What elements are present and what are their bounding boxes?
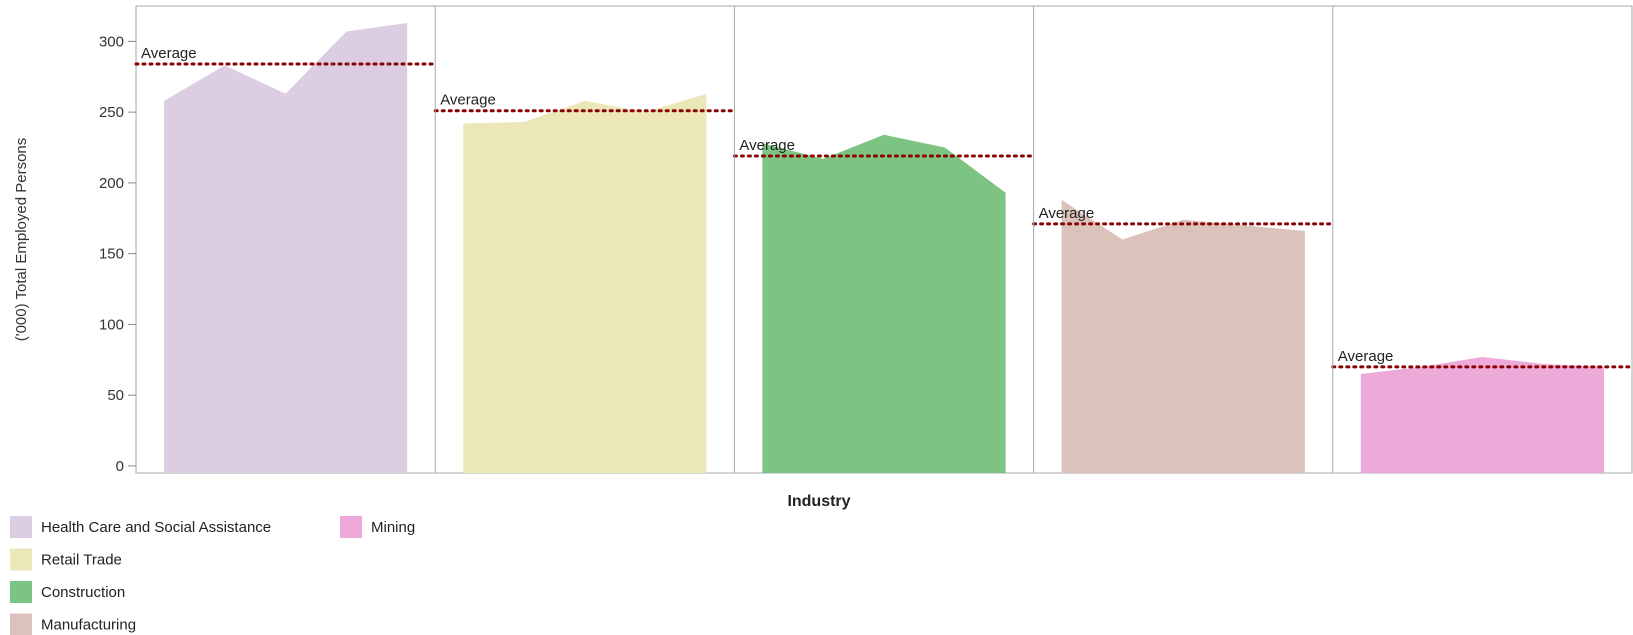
average-label: Average [1039,205,1095,222]
y-axis: 0 50 100 150 200 250 300 [99,33,136,475]
legend-swatch [10,581,32,603]
chart-panels: Average Average Average Average Average [134,5,1633,474]
y-tick-label: 100 [99,316,124,333]
legend-swatch [10,613,32,635]
legend-item: Manufacturing [10,613,136,635]
area-mining [1360,356,1604,473]
y-tick-label: 250 [99,104,124,121]
y-tick-label: 50 [107,387,124,404]
legend-swatch [10,548,32,571]
legend-item: Mining [340,516,415,538]
legend-item: Health Care and Social Assistance [10,516,271,538]
area-retail-trade [463,93,707,474]
legend-item: Retail Trade [10,548,122,571]
legend-item: Construction [10,581,125,603]
average-label: Average [1338,348,1394,365]
legend-swatch [10,516,32,538]
legend-swatch [340,516,362,538]
panel-health-care-and-social-assistance: Average [134,22,437,474]
y-axis-title: ('000) Total Employed Persons [13,138,30,342]
y-tick-label: 200 [99,175,124,192]
legend-label: Manufacturing [41,617,136,634]
panel-retail-trade: Average [433,92,736,474]
area-construction [762,134,1006,473]
average-label: Average [440,92,496,109]
legend-label: Mining [371,519,415,536]
y-tick-label: 150 [99,246,124,263]
area-manufacturing [1061,199,1305,473]
legend-label: Retail Trade [41,552,122,569]
legend-label: Health Care and Social Assistance [41,519,271,536]
y-tick-label: 300 [99,33,124,50]
legend-label: Construction [41,584,125,601]
y-tick-label: 0 [116,458,124,475]
panel-mining: Average [1331,348,1633,473]
panel-construction: Average [732,134,1036,473]
legend: Health Care and Social Assistance Retail … [10,516,415,635]
average-label: Average [141,45,197,62]
x-axis-title: Industry [787,493,850,510]
panel-manufacturing: Average [1032,199,1335,473]
average-label: Average [739,137,795,154]
area-health-care-and-social-assistance [164,22,408,474]
